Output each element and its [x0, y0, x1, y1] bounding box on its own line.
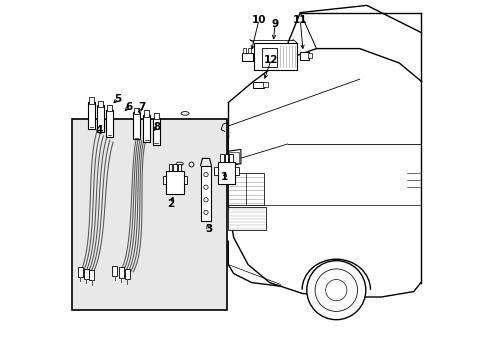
- Bar: [166, 171, 183, 194]
- Bar: [143, 110, 149, 117]
- Bar: [263, 82, 267, 87]
- Bar: [88, 102, 95, 129]
- Bar: [89, 270, 94, 280]
- Bar: [83, 269, 88, 279]
- Circle shape: [203, 172, 208, 177]
- Text: 10: 10: [251, 15, 265, 25]
- Bar: [307, 53, 311, 58]
- Bar: [243, 48, 246, 53]
- Bar: [106, 109, 113, 136]
- Bar: [254, 43, 297, 70]
- Bar: [72, 119, 226, 310]
- Bar: [220, 154, 224, 162]
- Bar: [134, 108, 139, 114]
- Bar: [125, 269, 130, 279]
- Bar: [133, 112, 140, 139]
- Bar: [78, 267, 82, 277]
- Bar: [262, 48, 277, 67]
- Bar: [119, 267, 123, 278]
- Text: 3: 3: [204, 224, 212, 234]
- Ellipse shape: [181, 112, 189, 115]
- Bar: [173, 164, 177, 171]
- Text: 6: 6: [125, 102, 132, 112]
- Bar: [241, 53, 253, 61]
- Circle shape: [325, 279, 346, 301]
- Bar: [112, 266, 117, 276]
- Bar: [214, 167, 218, 175]
- Bar: [228, 207, 265, 230]
- Bar: [228, 173, 264, 205]
- Text: 2: 2: [167, 199, 174, 209]
- Bar: [107, 105, 112, 111]
- Bar: [200, 166, 211, 221]
- Circle shape: [203, 185, 208, 189]
- Circle shape: [203, 210, 208, 215]
- Bar: [168, 164, 172, 171]
- Bar: [224, 154, 228, 162]
- Bar: [235, 167, 238, 175]
- Text: 8: 8: [153, 122, 161, 132]
- Text: 5: 5: [114, 94, 121, 104]
- Bar: [143, 115, 149, 142]
- Text: 11: 11: [292, 15, 307, 25]
- Text: 4: 4: [95, 125, 102, 135]
- Bar: [153, 113, 159, 120]
- Text: 1: 1: [221, 172, 228, 183]
- Bar: [177, 164, 181, 171]
- Polygon shape: [228, 149, 241, 166]
- Bar: [97, 105, 103, 132]
- Bar: [218, 162, 235, 184]
- Circle shape: [203, 198, 208, 202]
- Bar: [153, 117, 159, 144]
- Bar: [248, 48, 251, 53]
- Bar: [163, 176, 166, 184]
- Text: 12: 12: [264, 55, 278, 65]
- Bar: [98, 100, 103, 107]
- Bar: [229, 152, 239, 163]
- Bar: [89, 97, 94, 104]
- Bar: [252, 82, 264, 88]
- Circle shape: [306, 261, 365, 320]
- Bar: [299, 52, 308, 60]
- Text: 7: 7: [138, 102, 145, 112]
- Bar: [183, 176, 187, 184]
- Circle shape: [314, 269, 357, 311]
- Text: 9: 9: [271, 19, 278, 29]
- Ellipse shape: [176, 162, 183, 165]
- Bar: [228, 154, 232, 162]
